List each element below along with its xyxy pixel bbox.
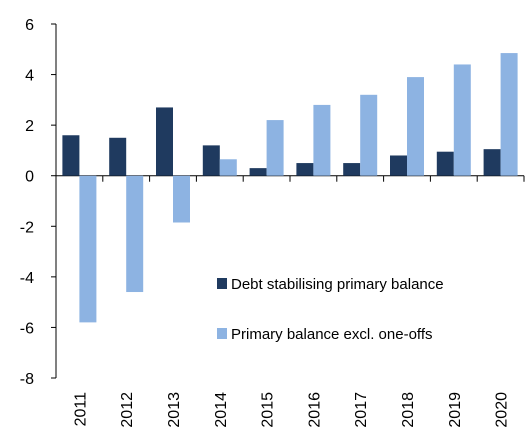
bar-primary-balance bbox=[407, 77, 424, 176]
legend-swatch-primary-balance bbox=[217, 328, 227, 339]
bar-debt-stabilising bbox=[483, 149, 501, 176]
legend-swatch-debt-stabilising bbox=[217, 278, 227, 289]
bar-debt-stabilising bbox=[62, 135, 80, 176]
bar-debt-stabilising bbox=[436, 151, 454, 176]
x-tick-label: 2012 bbox=[119, 392, 136, 428]
bars bbox=[62, 53, 518, 323]
bar-primary-balance bbox=[79, 175, 97, 323]
bar-debt-stabilising bbox=[109, 137, 127, 176]
bar-primary-balance bbox=[266, 120, 284, 176]
bar-primary-balance bbox=[453, 64, 471, 176]
bar-primary-balance bbox=[173, 175, 190, 223]
y-tick-label: 6 bbox=[25, 17, 34, 34]
y-tick-label: -2 bbox=[20, 219, 34, 236]
bar-debt-stabilising bbox=[249, 168, 267, 176]
legend: Debt stabilising primary balance Primary… bbox=[217, 276, 444, 343]
x-tick-label: 2015 bbox=[260, 392, 277, 428]
legend-label-primary-balance: Primary balance excl. one-offs bbox=[231, 326, 432, 343]
x-tick-label: 2013 bbox=[166, 392, 183, 428]
y-tick-label: -6 bbox=[20, 320, 34, 337]
legend-label-debt-stabilising: Debt stabilising primary balance bbox=[231, 276, 444, 293]
bar-debt-stabilising bbox=[390, 155, 407, 176]
y-tick-label: 4 bbox=[25, 68, 34, 85]
bar-primary-balance bbox=[500, 53, 518, 176]
y-tick-label: -4 bbox=[20, 270, 34, 287]
x-tick-label: 2014 bbox=[213, 392, 230, 428]
bar-primary-balance bbox=[126, 175, 144, 293]
bar-primary-balance bbox=[219, 159, 237, 176]
x-axis: 2011 2012 2013 2014 2015 2016 2017 2018 2019 2020 bbox=[55, 175, 525, 428]
bar-debt-stabilising bbox=[202, 145, 220, 176]
x-tick-label: 2019 bbox=[447, 392, 464, 428]
bar-debt-stabilising bbox=[343, 163, 361, 176]
y-tick-label: 2 bbox=[25, 118, 34, 135]
y-tick-label: -8 bbox=[20, 371, 34, 388]
x-tick-label: 2016 bbox=[306, 392, 323, 428]
x-tick-label: 2020 bbox=[494, 392, 511, 428]
bar-debt-stabilising bbox=[296, 163, 314, 176]
y-tick-label: 0 bbox=[25, 169, 34, 186]
x-tick-label: 2018 bbox=[400, 392, 417, 428]
bar-primary-balance bbox=[313, 104, 331, 176]
x-tick-label: 2017 bbox=[353, 392, 370, 428]
x-tick-label: 2011 bbox=[72, 392, 89, 427]
bar-debt-stabilising bbox=[156, 107, 173, 176]
bar-primary-balance bbox=[360, 94, 378, 176]
y-axis: 6 4 2 0 -2 -4 -6 -8 bbox=[20, 17, 57, 388]
